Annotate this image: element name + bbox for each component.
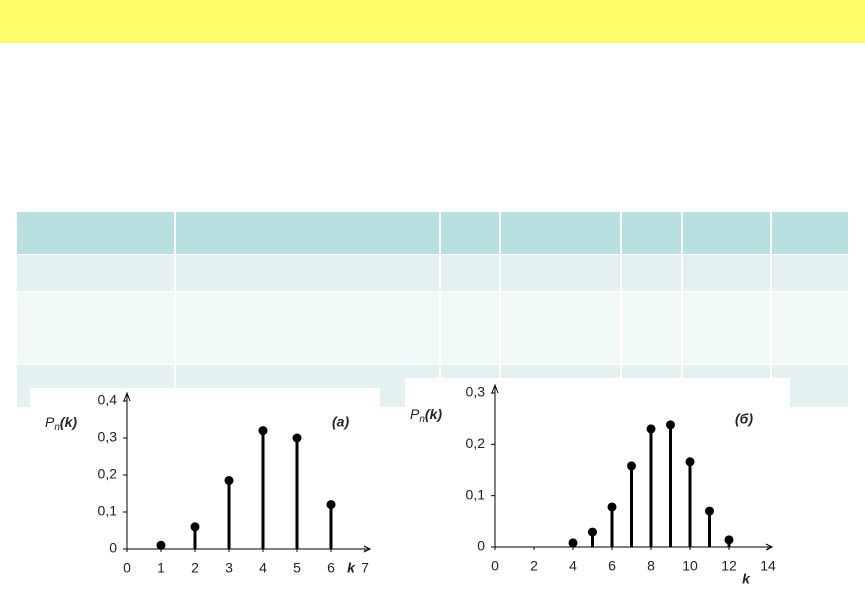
chart: 0 0,1 0,2 0,3 0,4 0 1 2 3 4 5 6 7 Pn(k) k (а) — [45, 391, 372, 576]
y-label-arg: (k) — [425, 406, 442, 422]
x-tick-label: 6 — [608, 558, 616, 574]
chart: 0 0,1 0,2 0,3 0 2 4 6 8 10 12 14 Pn(k) k (б) — [410, 383, 776, 587]
table-row — [17, 255, 848, 291]
y-tick-label: 0,3 — [466, 384, 486, 400]
y-tick-label: 0 — [109, 540, 117, 556]
stem-marker — [705, 506, 714, 516]
y-tick-label: 0,4 — [98, 392, 118, 408]
y-axis-label: Pn(k) — [410, 406, 442, 425]
table-row — [17, 292, 848, 364]
x-tick-label: 8 — [647, 558, 655, 574]
x-tick-label: 2 — [191, 560, 199, 576]
chart-background — [30, 388, 380, 588]
x-tick-label: 2 — [530, 558, 538, 574]
x-axis-label: k — [347, 560, 356, 576]
annotation: (б) — [735, 411, 753, 427]
y-label-arg: (k) — [60, 414, 77, 430]
header-band — [0, 0, 865, 43]
y-tick-label: 0,1 — [466, 486, 486, 502]
stem-marker — [190, 522, 200, 532]
y-tick-label: 0 — [477, 538, 485, 554]
stem-marker — [326, 500, 336, 510]
x-tick-label: 0 — [491, 558, 499, 574]
stem-marker — [292, 433, 302, 443]
stem-marker — [724, 535, 734, 545]
x-tick-label: 12 — [721, 558, 737, 574]
table-header — [17, 212, 848, 254]
x-tick-label: 0 — [123, 560, 131, 576]
x-tick-label: 1 — [157, 560, 165, 576]
y-label-base: P — [410, 406, 420, 422]
stem-marker — [666, 420, 675, 430]
annotation: (а) — [332, 414, 349, 430]
y-tick-label: 0,2 — [98, 466, 118, 482]
x-tick-label: 3 — [225, 560, 233, 576]
y-tick-label: 0,2 — [466, 435, 486, 451]
y-label-sub: n — [54, 422, 60, 433]
y-label-base: P — [45, 414, 55, 430]
stem-marker — [607, 502, 617, 512]
y-tick-label: 0,3 — [98, 429, 118, 445]
x-tick-label: 14 — [760, 558, 776, 574]
stem-marker — [646, 424, 656, 434]
x-tick-label: 4 — [259, 560, 267, 576]
chart-background — [405, 378, 790, 593]
stem-marker — [258, 426, 268, 436]
stem-marker — [156, 540, 166, 550]
y-axis-arrow — [491, 383, 499, 394]
stem-marker — [685, 457, 695, 467]
x-tick-label: 7 — [361, 560, 369, 576]
y-tick-label: 0,1 — [98, 503, 118, 519]
x-tick-label: 5 — [293, 560, 301, 576]
x-tick-label: 10 — [682, 558, 698, 574]
x-tick-label: 6 — [327, 560, 335, 576]
table — [17, 212, 848, 407]
y-label-sub: n — [419, 414, 425, 425]
stem-marker — [568, 538, 578, 548]
stem-marker — [627, 461, 636, 471]
x-axis-arrow — [363, 545, 372, 553]
y-axis-arrow — [123, 391, 131, 402]
stem-marker — [224, 476, 234, 486]
x-axis-label: k — [742, 571, 751, 587]
y-axis-label: Pn(k) — [45, 414, 77, 433]
stem-marker — [588, 527, 597, 537]
x-tick-label: 4 — [569, 558, 577, 574]
table-dividers — [174, 212, 772, 407]
